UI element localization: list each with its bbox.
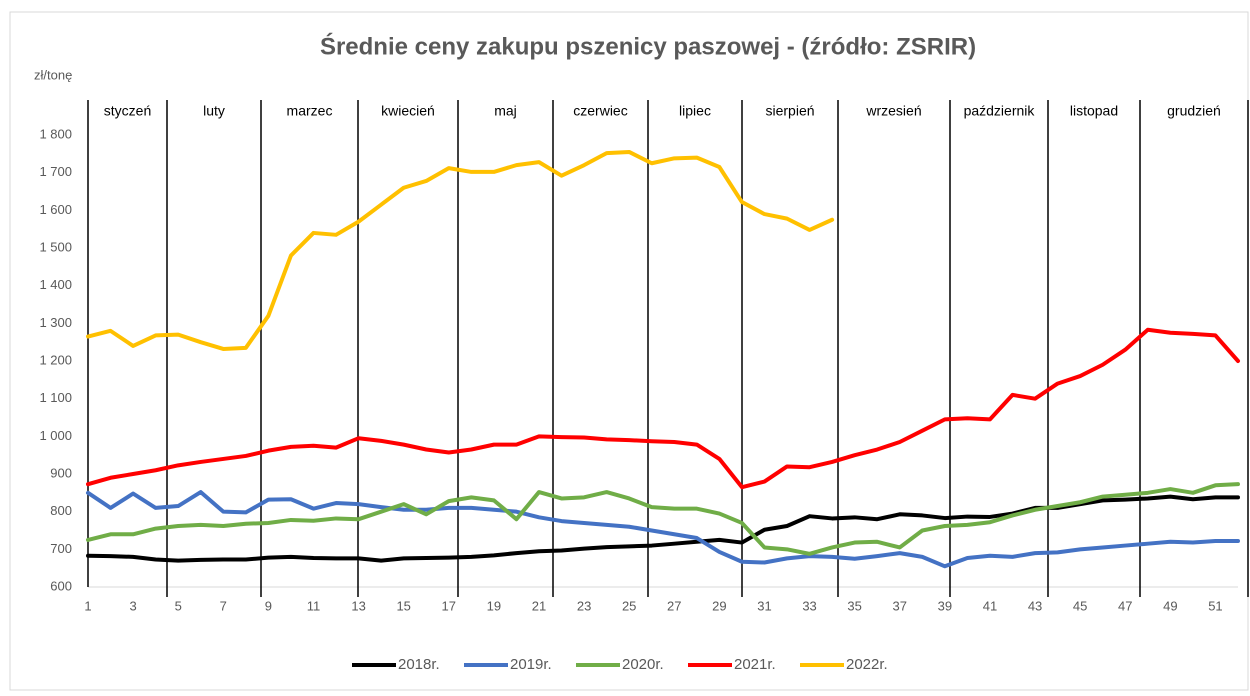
- x-tick-label: 23: [577, 598, 591, 613]
- chart-frame: [9, 11, 1249, 691]
- legend-label: 2019r.: [510, 656, 552, 673]
- y-tick-label: 1 700: [39, 164, 72, 179]
- y-axis-label: zł/tonę: [34, 67, 72, 82]
- month-label: grudzień: [1167, 103, 1221, 119]
- y-tick-label: 1 500: [39, 239, 72, 254]
- x-tick-label: 9: [265, 598, 272, 613]
- x-tick-label: 13: [351, 598, 365, 613]
- y-tick-label: 1 300: [39, 315, 72, 330]
- x-tick-label: 11: [307, 598, 321, 613]
- month-label: czerwiec: [573, 103, 627, 119]
- y-tick-label: 600: [50, 578, 72, 593]
- chart-title: Średnie ceny zakupu pszenicy paszowej - …: [320, 32, 976, 60]
- y-tick-label: 1 600: [39, 202, 72, 217]
- month-label: październik: [964, 103, 1036, 119]
- x-tick-label: 47: [1118, 598, 1132, 613]
- series-line: [86, 149, 835, 351]
- month-label: sierpień: [765, 103, 814, 119]
- x-tick-label: 25: [622, 598, 636, 613]
- x-tick-label: 31: [757, 598, 771, 613]
- x-tick-label: 29: [712, 598, 726, 613]
- month-label: listopad: [1070, 103, 1118, 119]
- x-tick-label: 27: [667, 598, 681, 613]
- month-label: styczeń: [104, 103, 151, 119]
- x-tick-label: 3: [129, 598, 136, 613]
- y-tick-label: 1 000: [39, 428, 72, 443]
- month-label: lipiec: [679, 103, 711, 119]
- y-tick-label: 1 100: [39, 390, 72, 405]
- month-label: wrzesień: [865, 103, 921, 119]
- series-line: [86, 482, 1240, 556]
- x-tick-label: 35: [847, 598, 861, 613]
- x-tick-label: 49: [1163, 598, 1177, 613]
- x-tick-label: 51: [1208, 598, 1222, 613]
- series-line: [86, 327, 1240, 490]
- y-tick-label: 1 200: [39, 352, 72, 367]
- x-tick-label: 1: [84, 598, 91, 613]
- x-tick-label: 39: [938, 598, 952, 613]
- y-tick-label: 700: [50, 541, 72, 556]
- legend-label: 2018r.: [398, 656, 440, 673]
- x-tick-label: 15: [396, 598, 410, 613]
- month-label: marzec: [287, 103, 333, 119]
- x-tick-label: 33: [802, 598, 816, 613]
- x-tick-label: 21: [532, 598, 546, 613]
- month-label: kwiecień: [381, 103, 435, 119]
- legend-label: 2020r.: [622, 656, 664, 673]
- month-label: luty: [203, 103, 225, 119]
- legend-label: 2021r.: [734, 656, 776, 673]
- month-label: maj: [494, 103, 517, 119]
- x-tick-label: 5: [175, 598, 182, 613]
- series-line: [86, 490, 1240, 569]
- x-tick-label: 43: [1028, 598, 1042, 613]
- x-tick-label: 41: [983, 598, 997, 613]
- y-tick-label: 1 400: [39, 277, 72, 292]
- x-tick-label: 17: [442, 598, 456, 613]
- y-tick-label: 800: [50, 503, 72, 518]
- x-tick-label: 45: [1073, 598, 1087, 613]
- x-tick-label: 7: [220, 598, 227, 613]
- y-tick-label: 1 800: [39, 126, 72, 141]
- x-tick-label: 37: [893, 598, 907, 613]
- y-tick-label: 900: [50, 465, 72, 480]
- legend-label: 2022r.: [846, 656, 888, 673]
- x-tick-label: 19: [487, 598, 501, 613]
